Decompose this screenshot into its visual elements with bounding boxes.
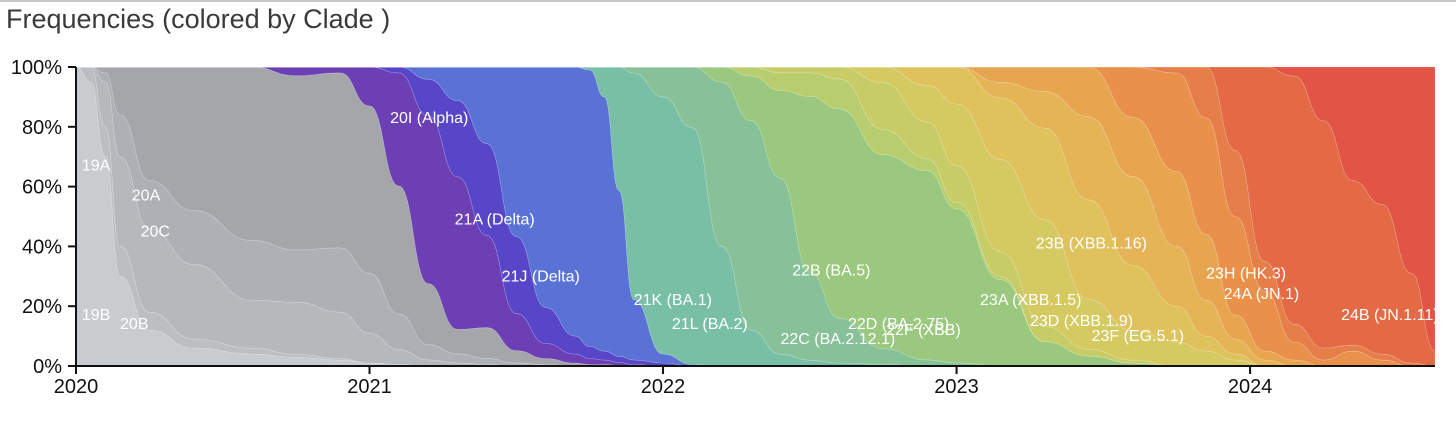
label-24a-jn-1: 24A (JN.1) — [1224, 286, 1300, 303]
label-21j-delta: 21J (Delta) — [502, 268, 580, 285]
stacked-areas — [76, 67, 1435, 366]
axes: 0% 20% 40% 60% 80% 100% 2020 2021 2022 2023 2024 — [11, 57, 1435, 398]
label-23b-xbb-1-16: 23B (XBB.1.16) — [1036, 235, 1147, 252]
label-23a-xbb-1-5: 23A (XBB.1.5) — [980, 292, 1081, 309]
x-tick-label: 2021 — [347, 376, 392, 398]
label-23h-hk-3: 23H (HK.3) — [1206, 265, 1286, 282]
chart-title: Frequencies (colored by Clade ) — [6, 4, 391, 34]
x-tick-label: 2024 — [1228, 376, 1273, 398]
label-21k-ba-1: 21K (BA.1) — [634, 292, 712, 309]
area-23d-xbb-1-9[interactable] — [76, 67, 1435, 366]
y-tick-label: 20% — [22, 296, 62, 318]
y-tick-label: 80% — [22, 117, 62, 139]
label-23f-eg-5-1: 23F (EG.5.1) — [1092, 328, 1184, 345]
x-tick-label: 2020 — [54, 376, 99, 398]
label-22c-ba-2-12-1: 22C (BA.2.12.1) — [780, 331, 895, 348]
area-20b[interactable] — [76, 67, 1435, 366]
area-23a-xbb-1-5[interactable] — [76, 67, 1435, 366]
y-tick-label: 0% — [33, 356, 62, 378]
label-20c: 20C — [141, 223, 170, 240]
x-tick-label: 2023 — [934, 376, 979, 398]
area-23h-hk-3[interactable] — [76, 67, 1435, 366]
label-20i-alpha: 20I (Alpha) — [390, 110, 468, 127]
label-22f-xbb: 22F (XBB) — [886, 322, 961, 339]
area-24b-jn-1-11[interactable] — [76, 67, 1435, 352]
label-21l-ba-2: 21L (BA.2) — [672, 316, 748, 333]
label-20b: 20B — [120, 316, 148, 333]
label-24b-jn-1-11: 24B (JN.1.11) — [1341, 307, 1439, 324]
label-20a: 20A — [132, 188, 161, 205]
label-23d-xbb-1-9: 23D (XBB.1.9) — [1030, 313, 1133, 330]
area-20a[interactable] — [76, 67, 1435, 366]
label-22d-ba-2-75: 22D (BA.2.75) — [848, 316, 949, 333]
clade-labels: 19A 19B 20A 20C 20B 20I (Alpha) 21A (Delta) 21J… — [82, 110, 1439, 348]
area-21l-ba-2[interactable] — [76, 67, 1435, 366]
label-22b-ba-5: 22B (BA.5) — [792, 262, 870, 279]
x-tick-label: 2022 — [641, 376, 686, 398]
y-tick-label: 60% — [22, 177, 62, 199]
area-24a-jn-1[interactable] — [76, 67, 1435, 366]
label-19a: 19A — [82, 158, 111, 175]
top-divider — [0, 0, 1456, 2]
area-21j-delta[interactable] — [76, 67, 1435, 366]
label-21a-delta: 21A (Delta) — [455, 211, 535, 228]
y-tick-label: 40% — [22, 236, 62, 258]
area-20i-alpha[interactable] — [76, 67, 1435, 366]
area-21a-delta[interactable] — [76, 67, 1435, 366]
label-19b: 19B — [82, 307, 110, 324]
y-tick-label: 100% — [11, 57, 62, 79]
area-23b-xbb-1-16[interactable] — [76, 67, 1435, 366]
